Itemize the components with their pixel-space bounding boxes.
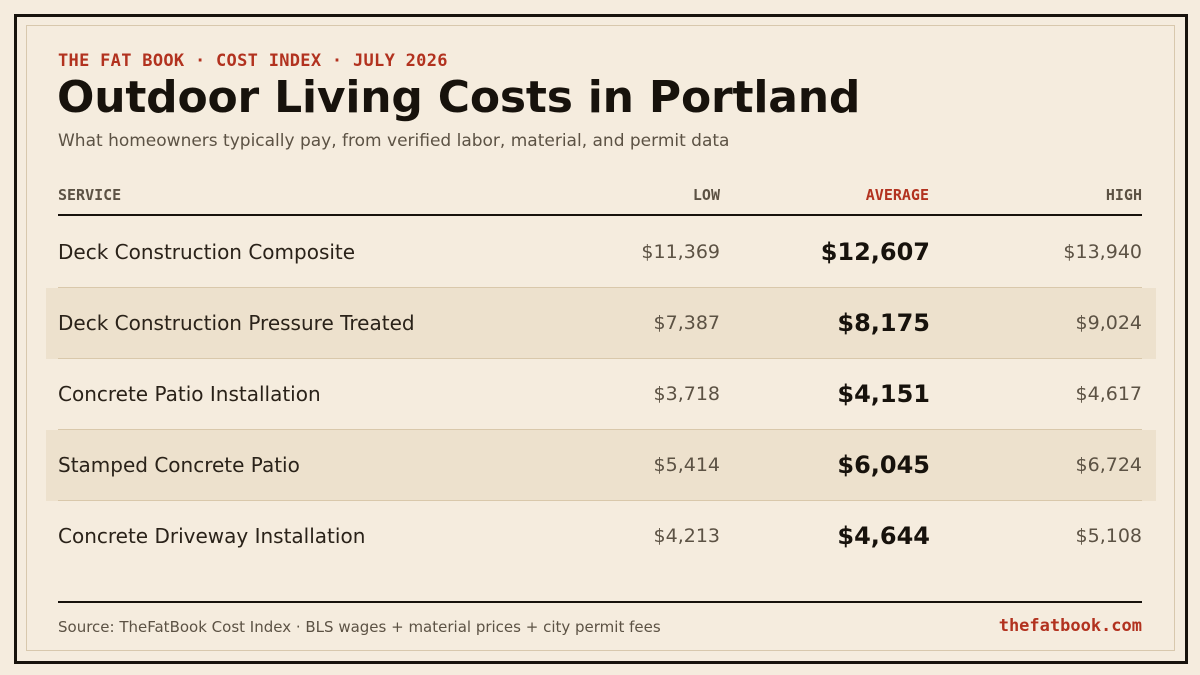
row-average: $8,175 bbox=[837, 309, 930, 337]
row-low: $11,369 bbox=[641, 241, 720, 263]
kicker: THE FAT BOOK · COST INDEX · JULY 2026 bbox=[58, 51, 448, 71]
row-low: $5,414 bbox=[653, 454, 720, 476]
source-note: Source: TheFatBook Cost Index · BLS wage… bbox=[58, 618, 661, 636]
table-row: Stamped Concrete Patio $5,414 $6,045 $6,… bbox=[46, 430, 1156, 501]
row-high: $4,617 bbox=[1075, 383, 1142, 405]
page-subtitle: What homeowners typically pay, from veri… bbox=[58, 131, 730, 151]
table-row: Deck Construction Pressure Treated $7,38… bbox=[46, 288, 1156, 359]
table-row: Concrete Driveway Installation $4,213 $4… bbox=[46, 501, 1156, 572]
row-low: $3,718 bbox=[653, 383, 720, 405]
page-title: Outdoor Living Costs in Portland bbox=[57, 72, 861, 123]
row-service: Deck Construction Composite bbox=[58, 240, 356, 264]
row-high: $9,024 bbox=[1075, 312, 1142, 334]
row-average: $6,045 bbox=[837, 451, 930, 479]
table-row: Deck Construction Composite $11,369 $12,… bbox=[46, 217, 1156, 288]
column-header-average: AVERAGE bbox=[865, 186, 929, 204]
footer-rule bbox=[58, 601, 1142, 603]
row-high: $13,940 bbox=[1063, 241, 1142, 263]
row-divider bbox=[58, 287, 1142, 288]
row-high: $6,724 bbox=[1075, 454, 1142, 476]
row-average: $4,644 bbox=[837, 522, 930, 550]
header-rule bbox=[58, 214, 1142, 216]
row-divider bbox=[58, 500, 1142, 501]
row-divider bbox=[58, 429, 1142, 430]
row-divider bbox=[58, 358, 1142, 359]
outer-frame bbox=[14, 14, 1188, 664]
row-average: $12,607 bbox=[820, 238, 930, 266]
row-high: $5,108 bbox=[1075, 525, 1142, 547]
row-service: Deck Construction Pressure Treated bbox=[58, 311, 415, 335]
row-average: $4,151 bbox=[837, 380, 930, 408]
site-link[interactable]: thefatbook.com bbox=[998, 616, 1142, 636]
table-row: Concrete Patio Installation $3,718 $4,15… bbox=[46, 359, 1156, 430]
row-low: $4,213 bbox=[653, 525, 720, 547]
inner-frame bbox=[26, 25, 1175, 651]
row-low: $7,387 bbox=[653, 312, 720, 334]
row-service: Concrete Patio Installation bbox=[58, 382, 321, 406]
column-header-service: SERVICE bbox=[58, 186, 122, 204]
column-header-low: LOW bbox=[692, 186, 720, 204]
column-header-high: HIGH bbox=[1105, 186, 1142, 204]
row-service: Concrete Driveway Installation bbox=[58, 524, 366, 548]
row-service: Stamped Concrete Patio bbox=[58, 453, 300, 477]
